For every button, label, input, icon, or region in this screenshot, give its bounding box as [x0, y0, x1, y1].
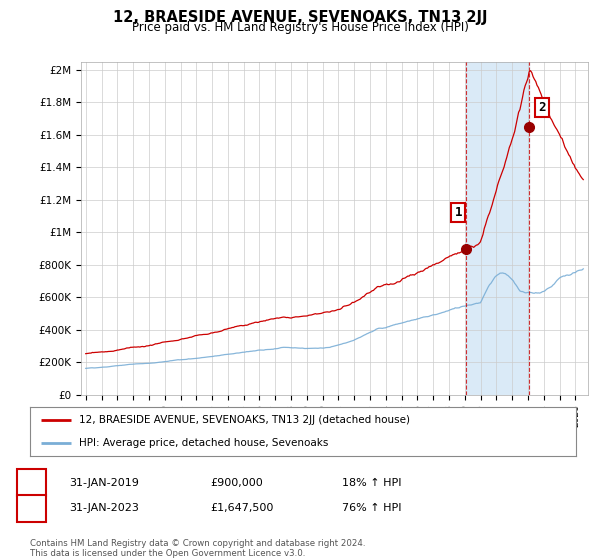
Text: 1: 1 [454, 206, 462, 220]
Text: Price paid vs. HM Land Registry's House Price Index (HPI): Price paid vs. HM Land Registry's House … [131, 21, 469, 34]
Text: 31-JAN-2023: 31-JAN-2023 [69, 503, 139, 514]
Text: 31-JAN-2019: 31-JAN-2019 [69, 478, 139, 488]
Text: 12, BRAESIDE AVENUE, SEVENOAKS, TN13 2JJ: 12, BRAESIDE AVENUE, SEVENOAKS, TN13 2JJ [113, 10, 487, 25]
Text: HPI: Average price, detached house, Sevenoaks: HPI: Average price, detached house, Seve… [79, 438, 329, 448]
Text: 18% ↑ HPI: 18% ↑ HPI [342, 478, 401, 488]
Text: 2: 2 [538, 101, 545, 114]
Text: £900,000: £900,000 [210, 478, 263, 488]
Text: £1,647,500: £1,647,500 [210, 503, 274, 514]
Text: Contains HM Land Registry data © Crown copyright and database right 2024.
This d: Contains HM Land Registry data © Crown c… [30, 539, 365, 558]
Text: 2: 2 [28, 502, 35, 515]
Text: 1: 1 [28, 476, 35, 489]
Bar [466, 62, 529, 395]
Text: 12, BRAESIDE AVENUE, SEVENOAKS, TN13 2JJ (detached house): 12, BRAESIDE AVENUE, SEVENOAKS, TN13 2JJ… [79, 416, 410, 426]
Text: 76% ↑ HPI: 76% ↑ HPI [342, 503, 401, 514]
